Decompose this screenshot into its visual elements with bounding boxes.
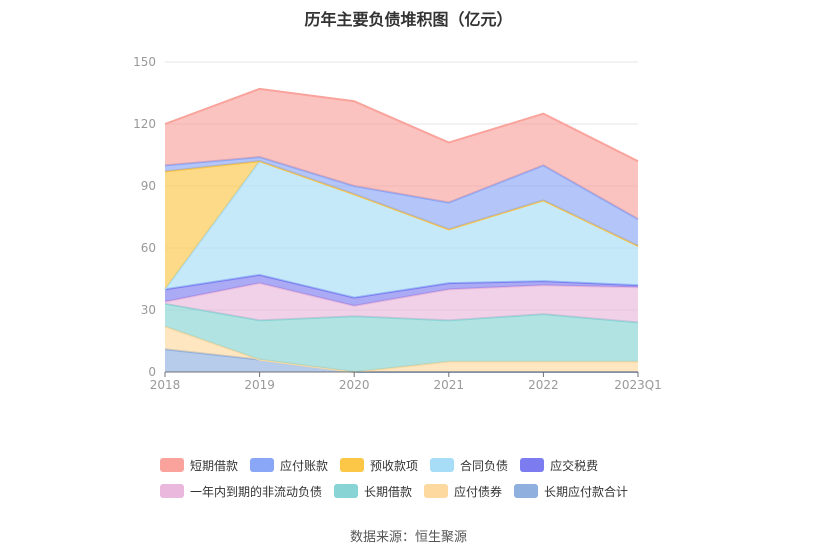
y-tick-label: 90 [141,179,156,193]
legend-label: 预收款项 [370,458,419,473]
series-area [165,303,638,372]
series-areas [164,87,639,374]
legend-swatch [250,458,275,472]
legend-item[interactable]: 应付账款 [250,457,328,474]
chart-title: 历年主要负债堆积图（亿元） [304,10,513,29]
legend-row: 一年内到期的非流动负债 长期借款 应付债券 长期应付款合计 [160,478,720,504]
x-tick-label: 2023Q1 [614,378,662,392]
x-tick-label: 2022 [528,378,559,392]
y-tick-label: 120 [133,117,156,131]
legend-swatch [520,458,545,472]
y-tick-label: 30 [141,303,156,317]
series-area [165,161,638,290]
legend-item[interactable]: 一年内到期的非流动负债 [160,483,322,500]
legend-item[interactable]: 应付债券 [424,483,502,500]
legend-label: 长期借款 [364,484,413,499]
series-area [165,283,638,323]
x-tick-label: 2018 [150,378,181,392]
legend-item[interactable]: 应交税费 [520,457,598,474]
legend-item[interactable]: 预收款项 [340,457,418,474]
legend-label: 应付债券 [454,484,503,499]
legend-swatch [160,458,184,472]
y-tick-label: 150 [133,55,156,69]
series-area [165,326,638,372]
source-note: 数据来源：恒生聚源 [349,530,467,545]
legend-row: 短期借款 应付账款 预收款项 合同负债 应交税费 [160,452,720,478]
x-tick-label: 2019 [244,378,275,392]
series-area [165,349,638,372]
x-tick-label: 2021 [434,378,465,392]
legend-item[interactable]: 合同负债 [430,457,508,474]
legend-label: 应付账款 [280,458,329,473]
legend-swatch [430,458,455,472]
series-area [165,157,638,246]
legend-label: 短期借款 [190,458,239,473]
legend-label: 一年内到期的非流动负债 [190,484,323,499]
legend-swatch [334,484,359,498]
legend-swatch [514,484,539,498]
y-tick-label: 0 [148,365,156,379]
axes: 0 30 60 90 120 150 2018 2019 2020 2021 2022 2023Q1 [133,55,662,392]
legend-swatch [340,458,365,472]
legend-item[interactable]: 长期借款 [334,483,412,500]
legend-label: 应交税费 [550,458,599,473]
x-tick-label: 2020 [339,378,370,392]
y-tick-label: 60 [141,241,156,255]
legend: 短期借款 应付账款 预收款项 合同负债 应交税费一年内到期的非流动负债 长期借款 应付债券 长… [160,452,720,504]
legend-item[interactable]: 长期应付款合计 [514,483,628,500]
series-area [165,161,638,298]
legend-label: 合同负债 [460,458,509,473]
series-line [164,87,639,163]
legend-swatch [160,484,184,498]
legend-item[interactable]: 短期借款 [160,457,238,474]
legend-label: 长期应付款合计 [544,484,629,499]
legend-swatch [424,484,449,498]
